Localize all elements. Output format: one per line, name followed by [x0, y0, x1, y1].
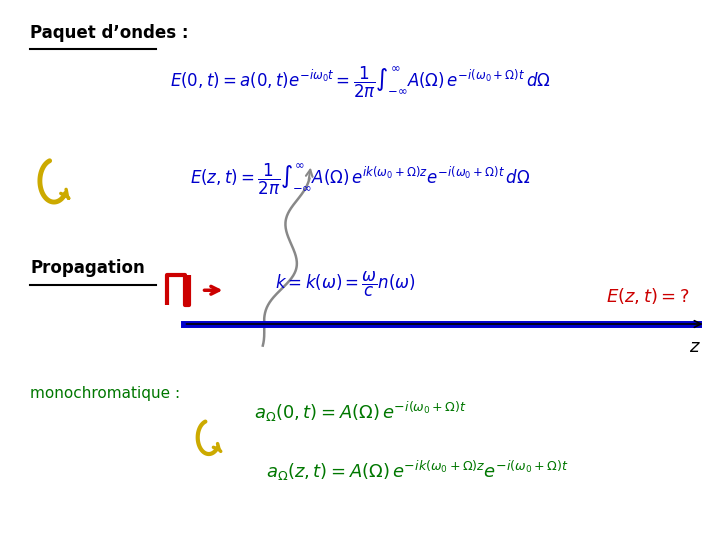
Text: $z$: $z$: [689, 338, 701, 355]
Text: $E(0,t) = a(0,t)e^{-i\omega_0 t} = \dfrac{1}{2\pi}\int_{-\infty}^{\infty} A(\Ome: $E(0,t) = a(0,t)e^{-i\omega_0 t} = \dfra…: [170, 65, 550, 100]
Text: Paquet d’ondes :: Paquet d’ondes :: [30, 24, 189, 42]
Text: $k = k(\omega) = \dfrac{\omega}{c}n(\omega)$: $k = k(\omega) = \dfrac{\omega}{c}n(\ome…: [275, 270, 416, 299]
Text: $E(z,t) = \dfrac{1}{2\pi}\int_{-\infty}^{\infty} A(\Omega)\, e^{ik(\omega_0+\Ome: $E(z,t) = \dfrac{1}{2\pi}\int_{-\infty}^…: [189, 162, 531, 197]
Text: $a_\Omega(0,t) = A(\Omega)\, e^{-i(\omega_0+\Omega)t}$: $a_\Omega(0,t) = A(\Omega)\, e^{-i(\omeg…: [253, 400, 467, 424]
Text: monochromatique :: monochromatique :: [30, 386, 181, 401]
Text: Propagation: Propagation: [30, 259, 145, 277]
Text: $E(z,t) = ?$: $E(z,t) = ?$: [606, 286, 690, 306]
Text: $a_\Omega(z,t) = A(\Omega)\, e^{-ik(\omega_0+\Omega)z} e^{-i(\omega_0+\Omega)t}$: $a_\Omega(z,t) = A(\Omega)\, e^{-ik(\ome…: [266, 459, 569, 483]
